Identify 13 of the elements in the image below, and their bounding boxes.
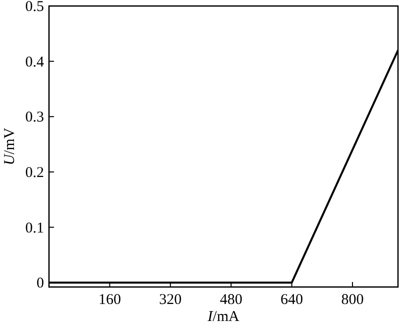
- x-axis-title: I/mA: [206, 309, 240, 324]
- x-tick-label: 160: [98, 292, 121, 308]
- y-tick-label: 0.3: [25, 110, 44, 126]
- x-tick-label: 480: [220, 292, 242, 308]
- y-tick-label: 0: [36, 276, 44, 292]
- y-tick-label: 0.2: [25, 164, 44, 181]
- x-tick-label: 320: [159, 292, 182, 308]
- y-tick-label: 0.5: [25, 0, 44, 15]
- x-tick-label: 800: [341, 292, 364, 308]
- y-tick-label: 0.4: [25, 54, 44, 70]
- x-tick-label: 640: [280, 292, 304, 308]
- y-axis-title: U/mV: [2, 128, 18, 166]
- y-tick-label: 0.1: [25, 220, 44, 236]
